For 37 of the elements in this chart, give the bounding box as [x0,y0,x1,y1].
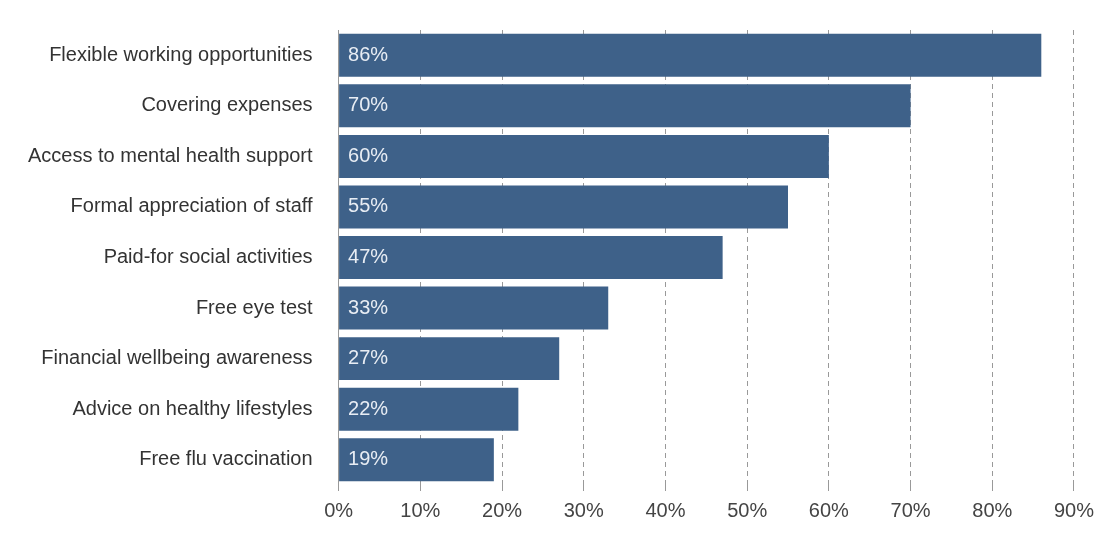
x-tick-label: 30% [563,498,604,521]
bar [339,438,494,482]
bar [339,337,560,381]
y-tick-label: Free flu vaccination [139,447,313,470]
y-tick-label: Covering expenses [141,93,313,116]
data-label: 27% [348,346,389,369]
bar [339,185,788,229]
x-tick-label: 0% [324,498,354,521]
y-tick-label: Formal appreciation of staff [70,194,314,217]
bar [339,134,829,178]
y-tick-label: Flexible working opportunities [49,42,313,65]
x-tick-label: 80% [972,498,1013,521]
bar [339,286,609,330]
data-label: 70% [348,93,389,116]
data-label: 22% [348,396,389,419]
data-label: 55% [348,194,389,217]
y-tick-label: Free eye test [195,295,314,318]
data-label: 60% [348,143,389,166]
data-label: 86% [348,42,389,65]
data-label: 19% [348,447,389,470]
x-tick-label: 40% [645,498,686,521]
y-tick-label: Financial wellbeing awareness [41,346,313,369]
x-tick-label: 70% [890,498,931,521]
data-label: 33% [348,295,389,318]
x-tick-label: 60% [808,498,850,521]
y-tick-label: Access to mental health support [27,143,314,166]
x-tick-label: 50% [727,498,768,521]
x-tick-label: 10% [400,498,441,521]
y-tick-label: Paid-for social activities [103,245,313,268]
y-tick-label: Advice on healthy lifestyles [72,396,313,419]
bar [339,236,723,279]
bar [339,84,911,128]
bar [339,387,519,431]
x-tick-label: 90% [1053,498,1095,521]
bar [339,33,1042,77]
data-label: 47% [348,245,389,268]
x-tick-label: 20% [482,498,523,521]
